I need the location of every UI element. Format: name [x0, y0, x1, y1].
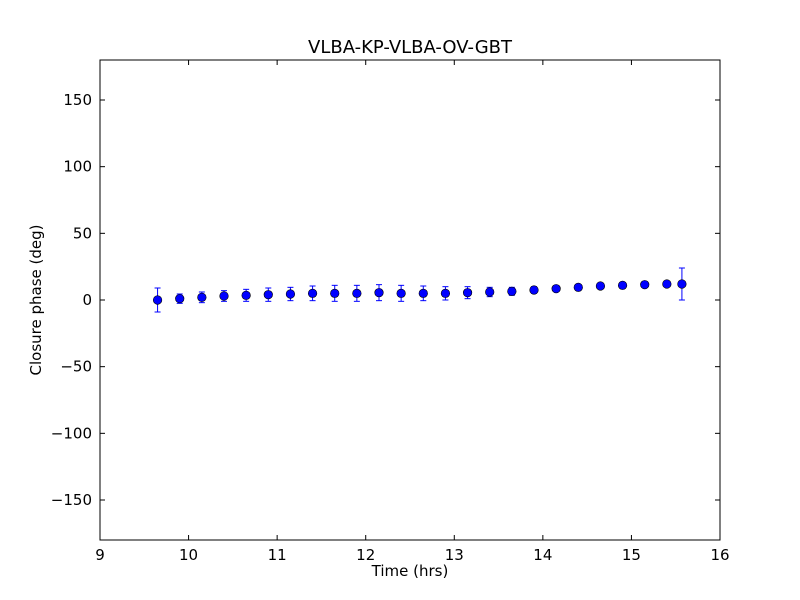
y-tick-label: 0	[82, 291, 92, 309]
data-point	[418, 285, 428, 302]
marker	[263, 290, 273, 300]
data-point	[330, 284, 340, 302]
marker	[352, 288, 362, 298]
x-tick-label: 13	[445, 546, 464, 564]
x-tick-label: 16	[710, 546, 729, 564]
x-tick-label: 12	[356, 546, 375, 564]
x-tick-label: 9	[95, 546, 105, 564]
marker	[307, 288, 318, 298]
marker	[396, 288, 406, 298]
y-tick-label: 150	[63, 91, 92, 109]
data-point	[507, 286, 517, 296]
marker	[418, 288, 428, 298]
marker	[152, 295, 163, 305]
marker	[485, 287, 495, 297]
data-point	[241, 288, 251, 302]
marker	[219, 291, 229, 301]
marker	[285, 289, 296, 299]
plot-area	[152, 267, 687, 313]
marker	[529, 285, 539, 295]
marker	[197, 292, 207, 302]
data-point	[352, 284, 362, 302]
data-point	[152, 287, 163, 313]
marker	[662, 279, 672, 289]
data-point	[396, 284, 406, 302]
data-point	[462, 286, 473, 300]
marker	[241, 290, 251, 300]
data-point	[197, 291, 207, 304]
data-point	[219, 290, 229, 302]
data-point	[529, 285, 539, 295]
data-point	[263, 287, 273, 302]
y-axis-label: Closure phase (deg)	[27, 225, 45, 376]
y-tick-label: 50	[73, 224, 92, 242]
data-point	[595, 281, 606, 291]
data-point	[640, 280, 650, 290]
data-point	[374, 284, 384, 302]
data-point	[175, 293, 185, 304]
data-point	[285, 286, 296, 302]
data-point	[440, 286, 451, 301]
x-tick-label: 10	[179, 546, 198, 564]
data-point	[307, 285, 318, 302]
marker	[175, 294, 185, 304]
marker	[595, 281, 606, 291]
marker	[374, 288, 384, 298]
y-tick-label: −100	[51, 424, 92, 442]
marker	[573, 282, 583, 292]
data-point	[551, 284, 561, 294]
marker	[677, 279, 687, 289]
marker	[462, 288, 473, 298]
x-tick-label: 11	[268, 546, 287, 564]
data-point	[573, 282, 583, 292]
y-tick-label: −150	[51, 491, 92, 509]
marker	[640, 280, 650, 290]
marker	[507, 286, 517, 296]
x-tick-label: 14	[533, 546, 552, 564]
y-tick-label: −50	[60, 358, 92, 376]
x-axis-label: Time (hrs)	[371, 562, 449, 580]
data-point	[677, 267, 687, 301]
y-tick-label: 100	[63, 158, 92, 176]
chart-title: VLBA-KP-VLBA-OV-GBT	[308, 37, 513, 58]
marker	[330, 288, 340, 298]
marker	[551, 284, 561, 294]
data-point	[662, 279, 672, 289]
marker	[617, 280, 628, 290]
x-tick-label: 15	[622, 546, 641, 564]
marker	[440, 288, 451, 298]
data-point	[485, 286, 495, 298]
data-point	[617, 280, 628, 290]
